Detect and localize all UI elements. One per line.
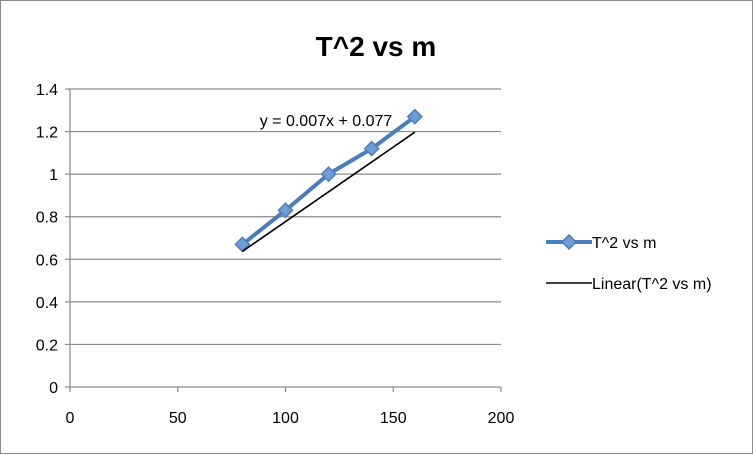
data-point-marker: [363, 140, 380, 157]
trendline-equation: y = 0.007x + 0.077: [260, 113, 393, 130]
data-point-marker: [320, 166, 337, 183]
trendline: [241, 131, 416, 253]
legend-series-label: T^2 vs m: [592, 235, 656, 252]
x-tick-label: 200: [488, 410, 515, 427]
data-point-marker: [406, 108, 423, 125]
x-tick-label: 150: [380, 410, 407, 427]
legend-series-marker: [560, 233, 578, 251]
y-tick-label: 0.2: [36, 337, 58, 354]
data-point-marker: [277, 202, 294, 219]
grid-layer: [70, 88, 501, 346]
y-tick-label: 1.2: [36, 125, 58, 142]
chart-title: T^2 vs m: [316, 31, 437, 62]
y-tick-label: 0.4: [36, 295, 58, 312]
y-tick-label: 0.6: [36, 252, 58, 269]
legend: T^2 vs m Linear(T^2 vs m): [546, 233, 712, 293]
x-tick-label: 50: [169, 410, 187, 427]
marker-layer: [234, 108, 423, 253]
y-tick-label: 1.4: [36, 82, 58, 99]
y-tick-label: 0: [49, 380, 58, 397]
y-tick-label: 0.8: [36, 210, 58, 227]
y-tick-label: 1: [49, 167, 58, 184]
x-tick-label: 0: [66, 410, 75, 427]
legend-trend-label: Linear(T^2 vs m): [592, 276, 712, 293]
x-tick-label: 100: [272, 410, 299, 427]
trend-layer: [241, 131, 416, 253]
axis-layer: 0 0.2 0.4 0.6 0.8 1 1.2 1.4 0 50 100 150 200: [36, 82, 515, 427]
